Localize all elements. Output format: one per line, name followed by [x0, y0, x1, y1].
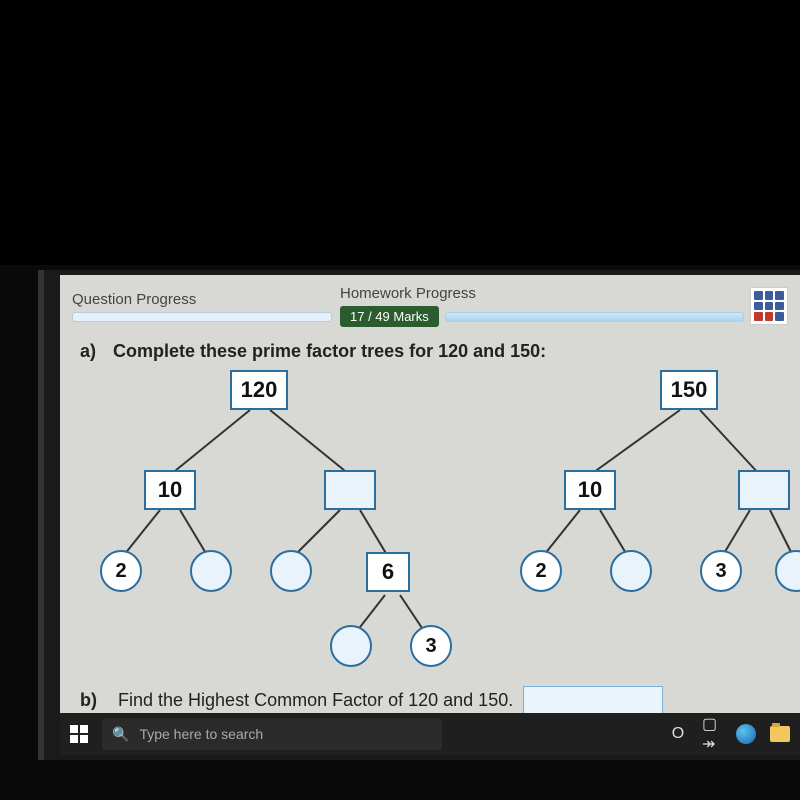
question-a-label: a) — [80, 341, 108, 362]
marks-badge: 17 / 49 Marks — [340, 306, 439, 327]
app-screen: Question Progress Homework Progress 17 /… — [60, 275, 800, 755]
question-a-text: Complete these prime factor trees for 12… — [113, 341, 546, 361]
tree120-leaf-input-1[interactable] — [190, 550, 232, 592]
tree150-leaf-input-1[interactable] — [610, 550, 652, 592]
tree120-node-6: 6 — [366, 552, 410, 592]
question-progress: Question Progress — [72, 291, 332, 322]
file-explorer-icon[interactable] — [770, 724, 790, 744]
question-b-text: Find the Highest Common Factor of 120 an… — [118, 690, 513, 711]
tree120-leaf-3: 3 — [410, 625, 452, 667]
taskbar: 🔍 Type here to search O ▢ ↠ — [60, 713, 800, 755]
question-a: a) Complete these prime factor trees for… — [60, 333, 800, 370]
factor-trees: 120 10 2 6 3 150 10 2 3 — [60, 370, 800, 680]
task-view-icon[interactable]: O — [668, 724, 688, 744]
calculator-icon[interactable] — [750, 287, 788, 325]
tree120-leaf-input-3[interactable] — [330, 625, 372, 667]
tree150-leaf-2: 2 — [520, 550, 562, 592]
tree120-right-input[interactable] — [324, 470, 376, 510]
homework-progress-label: Homework Progress — [340, 285, 744, 302]
tree120-leaf-2: 2 — [100, 550, 142, 592]
hcf-answer-input[interactable] — [523, 686, 663, 714]
tree150-left: 10 — [564, 470, 616, 510]
homework-progress: Homework Progress 17 / 49 Marks — [340, 285, 788, 327]
tree120-leaf-input-2[interactable] — [270, 550, 312, 592]
tree150-right-input[interactable] — [738, 470, 790, 510]
search-placeholder: Type here to search — [139, 726, 263, 742]
search-box[interactable]: 🔍 Type here to search — [102, 718, 442, 750]
tree120-root: 120 — [230, 370, 288, 410]
question-b-label: b) — [80, 690, 108, 711]
start-button[interactable] — [70, 725, 88, 743]
tree120-left: 10 — [144, 470, 196, 510]
cortana-icon[interactable]: ▢ ↠ — [702, 724, 722, 744]
tree150-leaf-3: 3 — [700, 550, 742, 592]
search-icon: 🔍 — [112, 726, 129, 743]
edge-icon[interactable] — [736, 724, 756, 744]
homework-progress-bar — [445, 312, 744, 322]
tree150-root: 150 — [660, 370, 718, 410]
progress-row: Question Progress Homework Progress 17 /… — [60, 275, 800, 333]
question-progress-bar — [72, 312, 332, 322]
question-progress-label: Question Progress — [72, 291, 332, 308]
